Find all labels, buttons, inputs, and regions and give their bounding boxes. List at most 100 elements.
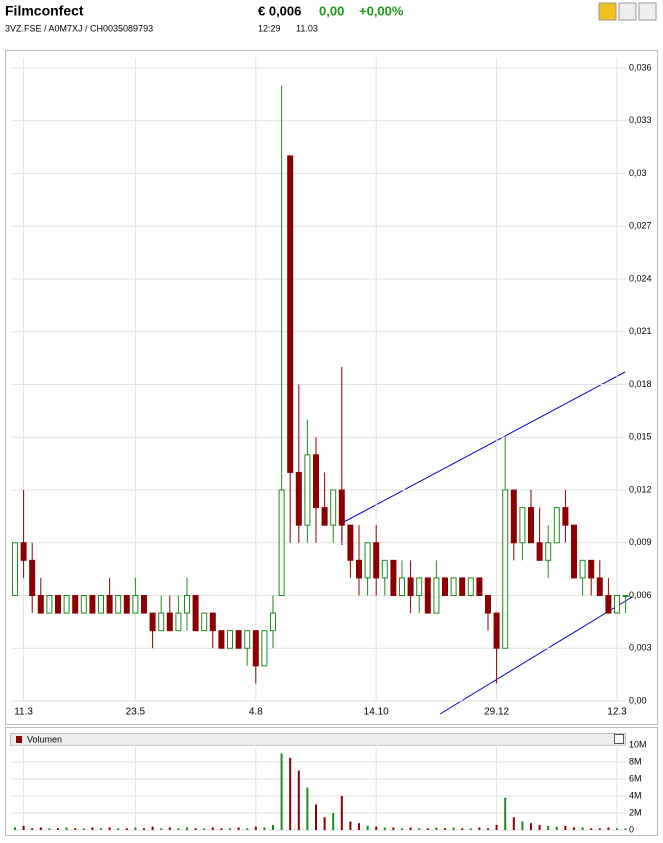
y-tick-label: 0,015 <box>629 432 652 442</box>
candle-body <box>12 542 18 596</box>
candle-body <box>381 559 388 579</box>
volume-bar <box>435 827 438 830</box>
volume-bar <box>186 827 188 830</box>
volume-bar <box>375 826 378 830</box>
candle-body <box>588 559 595 579</box>
candle-body <box>424 577 431 614</box>
volume-bar <box>315 804 317 830</box>
volume-bar <box>401 828 403 830</box>
y-tick-label: 0,027 <box>629 221 652 231</box>
volume-bar <box>100 828 102 830</box>
volume-bar <box>461 828 464 830</box>
volume-bar <box>14 827 16 830</box>
clock-icon[interactable] <box>638 2 657 21</box>
candle-body <box>201 612 208 632</box>
candle-body <box>485 595 491 614</box>
date: 11.03 <box>296 23 318 33</box>
y-tick-label: 0,00 <box>629 695 647 705</box>
trend-line <box>439 596 633 715</box>
volume-bar <box>74 828 77 830</box>
volume-bar <box>521 821 524 830</box>
volume-bar <box>246 828 249 830</box>
volume-bar <box>555 826 558 830</box>
stock-name: Filmconfect <box>5 3 84 19</box>
candle-body <box>37 595 44 614</box>
y2-tick-label: 2M <box>629 807 642 817</box>
y-tick-label: 0,006 <box>629 590 652 600</box>
news-icon[interactable] <box>618 2 637 21</box>
close-button[interactable] <box>614 734 624 744</box>
volume-bar <box>117 828 120 830</box>
volume-bar <box>280 753 283 830</box>
volume-bar <box>203 828 206 830</box>
volume-bar <box>177 828 180 830</box>
volume-bar <box>91 827 94 830</box>
candle-body <box>510 489 517 544</box>
candle-body <box>192 595 199 632</box>
candle-body <box>63 595 70 614</box>
volume-bar <box>306 787 309 830</box>
volume-bar <box>358 823 360 830</box>
volume-bar <box>194 828 197 830</box>
volume-bar <box>237 827 240 830</box>
volume-bar <box>383 827 386 830</box>
volume-bar <box>39 827 42 830</box>
volume-bar <box>444 828 446 830</box>
volume-bar <box>495 824 498 830</box>
candle-body <box>442 577 448 597</box>
volume-bar <box>143 828 145 830</box>
volume-bar <box>65 827 68 830</box>
x-tick-label: 11.3 <box>14 707 33 718</box>
volume-bar <box>297 770 300 830</box>
candle-body <box>46 595 53 614</box>
candle-body <box>605 595 612 614</box>
x-tick-label: 12.3 <box>607 707 627 718</box>
volume-bar <box>323 817 326 830</box>
volume-bar <box>289 757 292 830</box>
candle-body <box>545 542 552 561</box>
y-tick-label: 0,018 <box>629 379 652 389</box>
volume-bar <box>538 824 541 830</box>
volume-bar <box>624 828 627 830</box>
candle-body <box>364 542 371 579</box>
volume-bar <box>168 827 171 830</box>
y-tick-label: 0,036 <box>629 62 652 72</box>
candle-body <box>313 454 319 509</box>
y-tick-label: 0,003 <box>629 643 652 653</box>
volume-bar <box>48 828 51 830</box>
volume-legend-swatch <box>16 736 22 743</box>
volume-bar <box>151 826 154 830</box>
candle-body <box>80 595 87 614</box>
candle-body <box>261 630 268 667</box>
x-tick-label: 23.5 <box>126 707 146 718</box>
candle-body <box>562 507 569 526</box>
candle-body <box>502 489 509 649</box>
volume-bar <box>229 828 231 830</box>
volume-bar <box>504 797 507 830</box>
candle-body <box>476 577 483 597</box>
volume-label: Volumen <box>27 734 62 744</box>
candle-body <box>209 612 216 632</box>
candle-body <box>622 595 629 597</box>
candle-body <box>106 595 113 614</box>
chart-icon[interactable] <box>598 2 617 21</box>
y-tick-label: 0,024 <box>629 273 652 283</box>
volume-bar <box>220 828 223 830</box>
volume-bar <box>392 827 395 830</box>
candle-body <box>528 507 534 544</box>
candle-body <box>493 612 500 649</box>
y-tick-label: 0,009 <box>629 537 652 547</box>
volume-bar <box>581 827 584 830</box>
volume-bar <box>349 821 352 830</box>
candle-body <box>321 507 328 526</box>
candle-body <box>158 612 165 632</box>
candle-body <box>347 524 354 561</box>
candle-body <box>227 630 233 649</box>
candle-body <box>579 559 586 579</box>
candle-body <box>141 595 147 614</box>
candle-body <box>467 577 474 597</box>
volume-bar <box>263 827 266 830</box>
candle-body <box>29 559 36 596</box>
candle-body <box>416 577 423 597</box>
